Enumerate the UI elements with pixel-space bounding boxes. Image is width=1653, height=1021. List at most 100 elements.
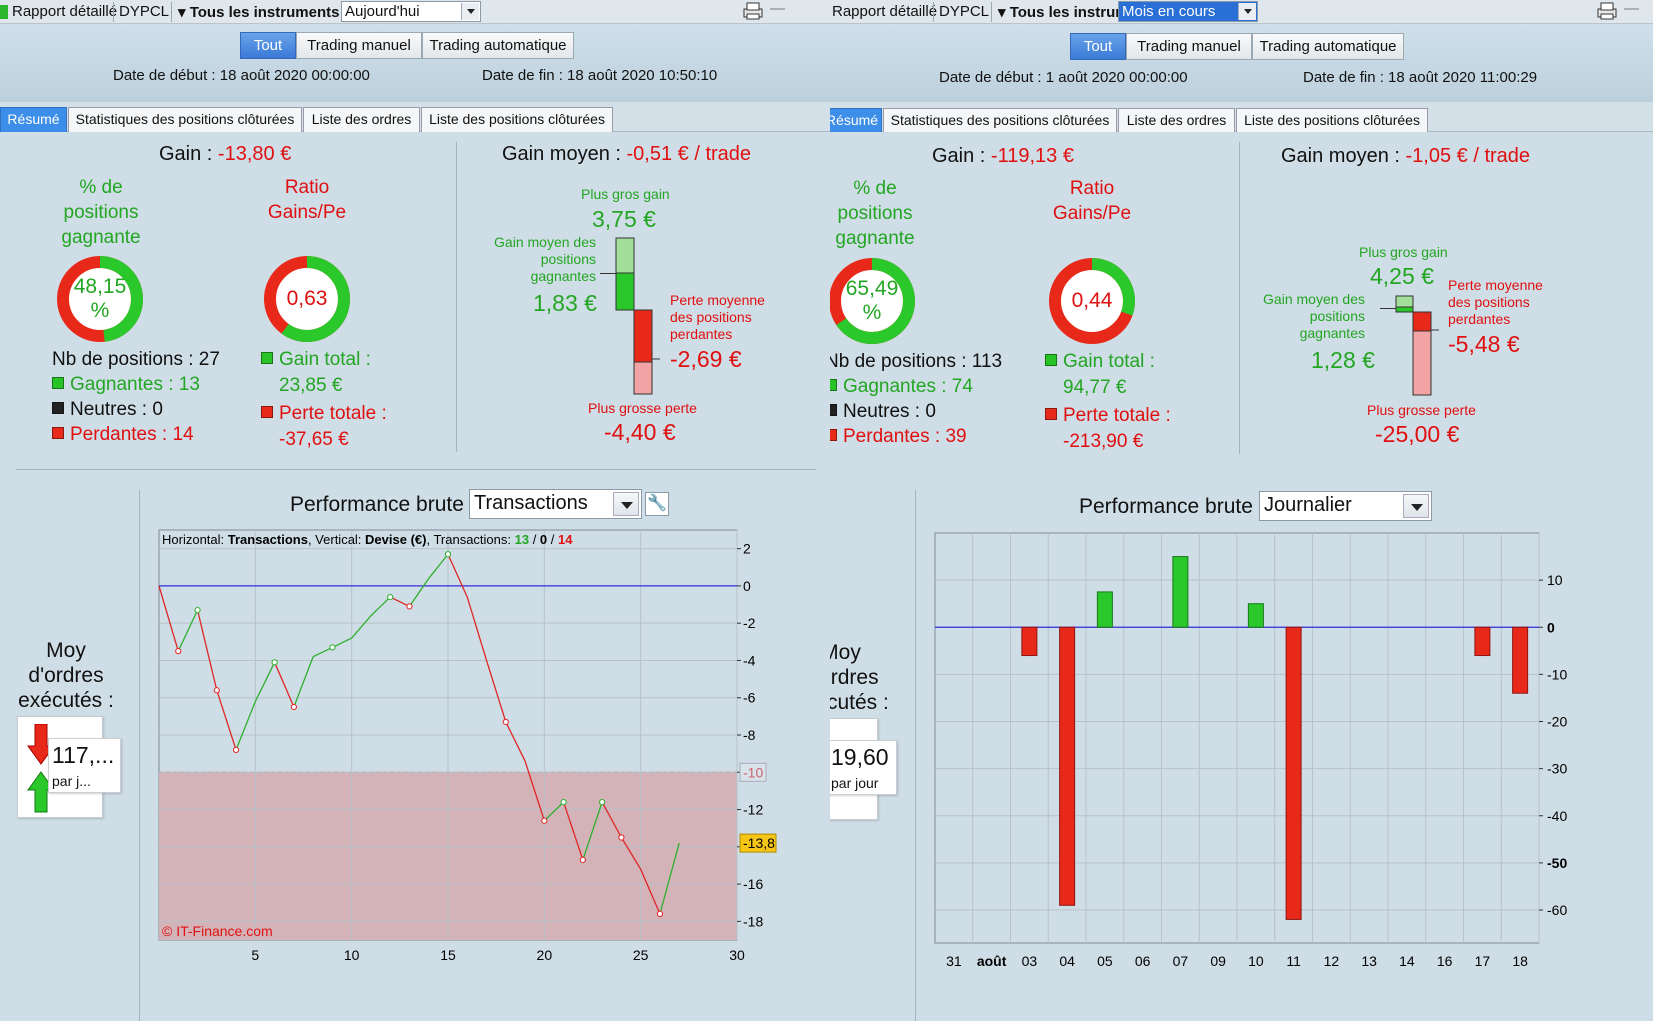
ratio-title-line: Gains/Pe xyxy=(1052,203,1132,224)
positions-breakdown: Nb de positions : 27 Gagnantes : 13 Neut… xyxy=(52,347,220,447)
performance-mode-select[interactable]: Transactions xyxy=(469,489,642,519)
report-title[interactable]: Rapport détaillé xyxy=(832,3,938,20)
avg-loss-value: -2,69 € xyxy=(670,346,742,372)
y-tick-label: -10 xyxy=(1547,666,1567,682)
legend-black-swatch xyxy=(52,402,64,414)
tab-closed-stats[interactable]: Statistiques des positions clôturées xyxy=(883,108,1117,133)
dropdown-arrow-icon[interactable] xyxy=(1403,494,1429,518)
equity-point xyxy=(290,703,297,711)
x-tick-label: 20 xyxy=(537,947,553,963)
daily-bar xyxy=(1172,556,1189,628)
instruments-menu[interactable]: ▾ Tous les instruments xyxy=(178,3,339,21)
tab-closed-stats[interactable]: Statistiques des positions clôturées xyxy=(68,107,302,132)
minimize-icon[interactable]: — xyxy=(1624,0,1639,17)
max-loss-label: Plus grosse perte xyxy=(1367,402,1476,418)
gain-loss-boxplot xyxy=(1395,295,1439,396)
dropdown-arrow-icon[interactable] xyxy=(461,3,479,20)
account-label[interactable]: DYPCL xyxy=(939,3,990,20)
printer-icon[interactable] xyxy=(1596,2,1618,20)
win-pct-ring: 65,49% xyxy=(830,256,917,346)
equity-segment xyxy=(312,646,333,658)
ratio-title-line: Gains/Pe xyxy=(267,202,347,223)
dropdown-arrow-icon[interactable] xyxy=(1238,3,1256,20)
chart-info-sep1: / xyxy=(529,532,540,547)
avg-orders-card: 117,... par j... xyxy=(48,738,121,793)
totals-block: Gain total : 23,85 € Perte totale : -37,… xyxy=(261,347,387,453)
win-pct-title-line: positions xyxy=(837,203,913,224)
divider xyxy=(16,469,816,470)
gain-summary: Gain : -119,13 € xyxy=(932,145,1074,168)
equity-segment xyxy=(601,801,622,838)
filter-all-button[interactable]: Tout xyxy=(240,32,296,59)
avg-win-value: 1,83 € xyxy=(533,290,597,316)
equity-segment xyxy=(582,801,603,861)
y-tick-label: -50 xyxy=(1547,855,1567,871)
y-tick-label: 2 xyxy=(743,541,751,557)
tab-orders[interactable]: Liste des ordres xyxy=(1118,108,1235,133)
losers-row: Perdantes : 39 xyxy=(830,424,1002,449)
positions-count: Nb de positions : 27 xyxy=(52,349,220,370)
win-pct-number: 65,49 xyxy=(845,277,899,300)
current-value-badge xyxy=(739,833,777,853)
divider xyxy=(139,490,140,1021)
chart-info-info-h-val: Transactions xyxy=(228,532,308,547)
chart-info-info-v: , Vertical: xyxy=(308,532,365,547)
x-tick-label: 5 xyxy=(251,947,259,963)
dropdown-arrow-icon[interactable] xyxy=(613,492,639,516)
loss-total-label: Perte totale : xyxy=(279,403,387,424)
tab-closed-list[interactable]: Liste des positions clôturées xyxy=(421,107,613,132)
avg-gain-value: -0,51 € / trade xyxy=(626,143,752,165)
win-pct-unit: % xyxy=(90,299,110,322)
ratio-arc xyxy=(1049,258,1135,344)
tab-orders[interactable]: Liste des ordres xyxy=(303,107,420,132)
account-label[interactable]: DYPCL xyxy=(119,3,170,20)
performance-mode-value: Journalier xyxy=(1264,494,1352,516)
start-date: Date de début : 18 août 2020 00:00:00 xyxy=(113,67,370,84)
filter-auto-button[interactable]: Trading automatique xyxy=(1252,33,1404,60)
report-title[interactable]: Rapport détaillé xyxy=(12,3,118,20)
current-value-label: -13,8 xyxy=(743,835,775,851)
watermark: © IT-Finance.com xyxy=(162,923,273,939)
tab-closed-list[interactable]: Liste des positions clôturées xyxy=(1236,108,1428,133)
tab-summary[interactable]: Résumé xyxy=(0,107,67,132)
equity-segment xyxy=(640,868,661,915)
equity-segment xyxy=(332,637,352,648)
chart-info-win-count: 13 xyxy=(515,532,529,547)
avg-gain-label: Gain moyen : xyxy=(502,143,627,165)
filter-auto-button[interactable]: Trading automatique xyxy=(422,32,574,59)
equity-segment xyxy=(485,660,507,723)
filter-manual-button[interactable]: Trading manuel xyxy=(1126,33,1252,60)
max-loss-value: -25,00 € xyxy=(1375,421,1460,447)
filter-manual-button[interactable]: Trading manuel xyxy=(296,32,422,59)
daily-bar xyxy=(1096,591,1113,628)
performance-bar-chart: 31 août 03 04 05 06 07 09 10 11 12 13 14 16 17 18 10 0 -10… xyxy=(934,532,1567,969)
ratio-ring: 0,63 xyxy=(262,254,352,344)
chevron-down-icon: ▾ xyxy=(178,4,190,21)
avg-win-line: Gain moyen des xyxy=(1263,291,1365,307)
gain-summary: Gain : -13,80 € xyxy=(159,143,291,166)
performance-mode-select[interactable]: Journalier xyxy=(1259,491,1432,521)
left-report-panel: Rapport détaillé DYPCL ▾ Tous les instru… xyxy=(0,0,830,1021)
legend-red-swatch xyxy=(261,406,273,418)
wrench-icon[interactable]: 🔧 xyxy=(645,492,669,516)
gain-label: Gain : xyxy=(159,143,218,165)
x-tick-label: 03 xyxy=(1022,953,1038,969)
winners-row: Gagnantes : 74 xyxy=(830,374,1002,399)
app-icon xyxy=(0,5,8,19)
period-select[interactable]: Mois en cours xyxy=(1118,1,1258,22)
filter-all-button[interactable]: Tout xyxy=(1070,33,1126,60)
win-pct-donut xyxy=(830,258,915,344)
divider xyxy=(456,142,457,452)
tab-summary[interactable]: Résumé xyxy=(830,108,882,133)
max-loss-label: Plus grosse perte xyxy=(588,400,697,416)
printer-icon[interactable] xyxy=(742,2,764,20)
gain-total-row: Gain total : xyxy=(261,347,387,373)
minimize-icon[interactable]: — xyxy=(770,0,785,17)
start-date: Date de début : 1 août 2020 00:00:00 xyxy=(939,69,1188,86)
legend-green-swatch xyxy=(261,352,273,364)
avg-gain: Gain moyen : -0,51 € / trade xyxy=(502,143,751,166)
period-select[interactable]: Aujourd'hui xyxy=(341,1,481,22)
x-tick-label: 04 xyxy=(1059,953,1075,969)
